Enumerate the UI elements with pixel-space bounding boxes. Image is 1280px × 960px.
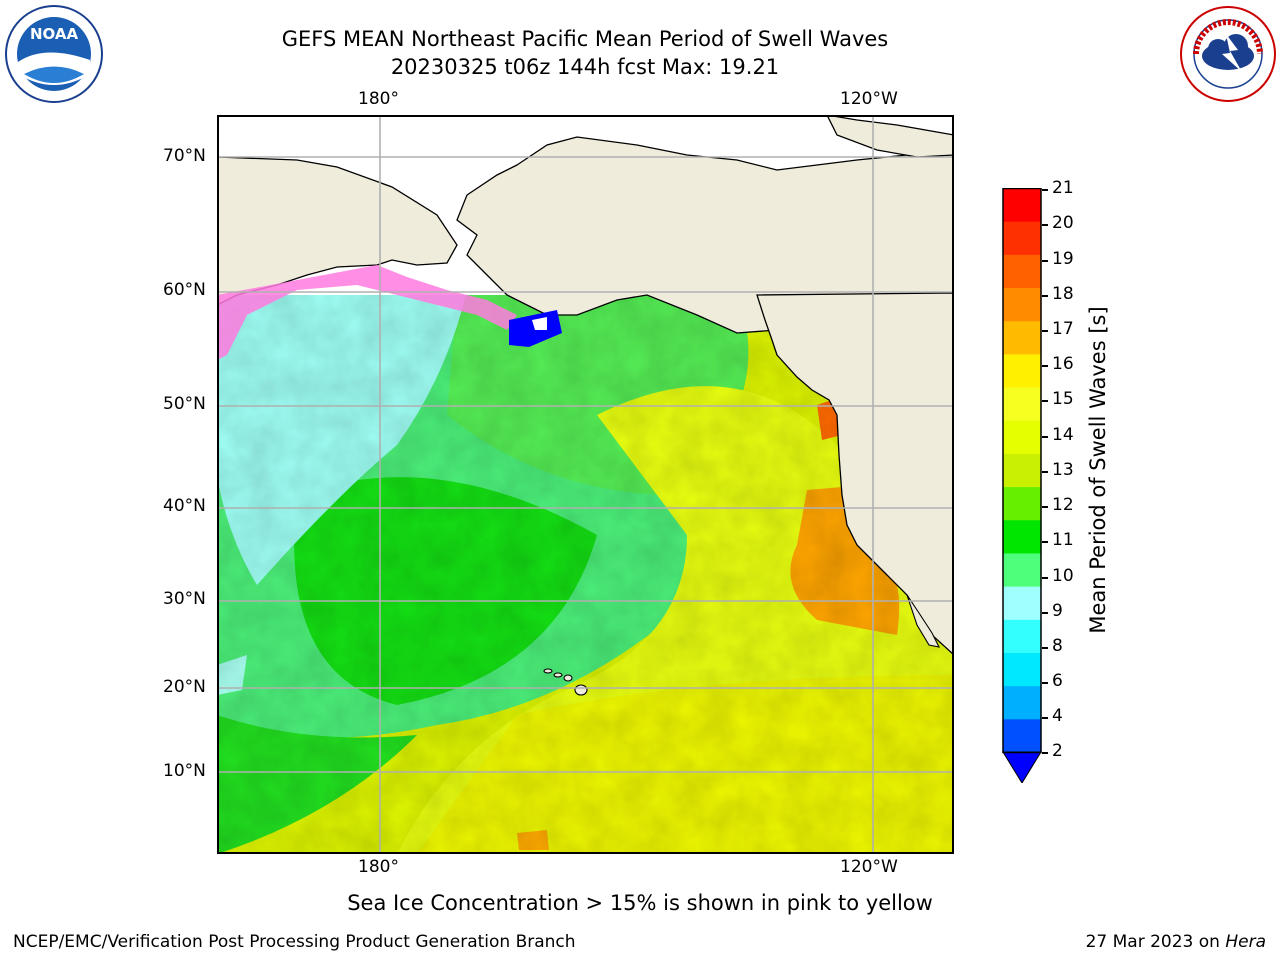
colorbar-tick-mark xyxy=(1042,717,1048,719)
colorbar-tick-label: 18 xyxy=(1052,284,1074,304)
svg-text:NOAA: NOAA xyxy=(30,25,79,43)
colorbar-underflow-arrow xyxy=(1002,751,1042,783)
noaa-logo: NOAA xyxy=(5,5,103,103)
colorbar-tick-label: 10 xyxy=(1052,566,1074,586)
lat-label-30n: 30°N xyxy=(163,589,206,609)
lon-label-top-180: 180° xyxy=(358,89,399,109)
map-frame xyxy=(217,115,954,854)
lat-label-40n: 40°N xyxy=(163,496,206,516)
colorbar-segment xyxy=(1003,320,1041,355)
colorbar-tick-mark xyxy=(1042,577,1048,579)
colorbar-tick-mark xyxy=(1042,647,1048,649)
baja-california xyxy=(906,594,940,648)
sea-ice-band xyxy=(217,265,517,360)
colorbar-segment xyxy=(1003,552,1041,587)
colorbar-tick-label: 14 xyxy=(1052,425,1074,445)
colorbar-segment xyxy=(1003,453,1041,488)
colorbar-tick-label: 2 xyxy=(1052,741,1063,761)
colorbar-tick-label: 17 xyxy=(1052,319,1074,339)
lat-label-20n: 20°N xyxy=(163,677,206,697)
colorbar-tick-mark xyxy=(1042,365,1048,367)
lat-label-70n: 70°N xyxy=(163,146,206,166)
colorbar-segment xyxy=(1003,188,1041,222)
colorbar-segment xyxy=(1003,420,1041,454)
footer-date: 27 Mar 2023 on Hera xyxy=(1085,932,1266,952)
colorbar-tick-mark xyxy=(1042,436,1048,438)
colorbar-tick-label: 4 xyxy=(1052,706,1063,726)
colorbar-tick-label: 6 xyxy=(1052,671,1063,691)
lat-label-60n: 60°N xyxy=(163,280,206,300)
colorbar-tick-label: 12 xyxy=(1052,495,1074,515)
colorbar-segment xyxy=(1003,519,1041,554)
colorbar-segment xyxy=(1003,586,1041,620)
footer-machine: Hera xyxy=(1225,932,1266,952)
colorbar-segment xyxy=(1003,287,1041,322)
colorbar-label: Mean Period of Swell Waves [s] xyxy=(1086,306,1110,634)
sea-ice-note: Sea Ice Concentration > 15% is shown in … xyxy=(347,891,933,915)
lat-label-10n: 10°N xyxy=(163,761,206,781)
colorbar-tick-label: 13 xyxy=(1052,460,1074,480)
colorbar-tick-mark xyxy=(1042,400,1048,402)
colorbar-segment xyxy=(1003,486,1041,521)
colorbar-tick-mark xyxy=(1042,330,1048,332)
colorbar-tick-label: 8 xyxy=(1052,636,1063,656)
lon-label-bottom-180: 180° xyxy=(358,857,399,877)
lon-label-top-120w: 120°W xyxy=(840,89,898,109)
colorbar-tick-mark xyxy=(1042,612,1048,614)
colorbar-tick-label: 9 xyxy=(1052,601,1063,621)
colorbar-segment xyxy=(1003,619,1041,653)
nws-logo xyxy=(1180,6,1276,102)
colorbar-tick-label: 15 xyxy=(1052,389,1074,409)
colorbar-tick-label: 16 xyxy=(1052,354,1074,374)
colorbar-tick-label: 21 xyxy=(1052,178,1074,198)
swell-period-map xyxy=(217,115,954,854)
colorbar-tick-mark xyxy=(1042,541,1048,543)
colorbar xyxy=(1002,188,1042,783)
colorbar-segment xyxy=(1003,652,1041,687)
colorbar-tick-mark xyxy=(1042,471,1048,473)
arctic-islands xyxy=(826,115,954,158)
colorbar-tick-label: 19 xyxy=(1052,249,1074,269)
colorbar-segment xyxy=(1003,221,1041,255)
colorbar-segment xyxy=(1003,353,1041,388)
graticule xyxy=(217,115,954,854)
colorbar-tick-mark xyxy=(1042,682,1048,684)
alaska-land xyxy=(456,136,954,334)
colorbar-tick-label: 20 xyxy=(1052,213,1074,233)
colorbar-segment xyxy=(1003,387,1041,421)
lat-label-50n: 50°N xyxy=(163,394,206,414)
colorbar-tick-label: 11 xyxy=(1052,530,1074,550)
colorbar-tick-mark xyxy=(1042,189,1048,191)
colorbar-tick-mark xyxy=(1042,752,1048,754)
footer-organization: NCEP/EMC/Verification Post Processing Pr… xyxy=(13,932,576,952)
colorbar-tick-mark xyxy=(1042,506,1048,508)
chart-title: GEFS MEAN Northeast Pacific Mean Period … xyxy=(281,27,889,51)
colorbar-segment xyxy=(1003,718,1041,753)
chart-subtitle: 20230325 t06z 144h fcst Max: 19.21 xyxy=(390,55,780,79)
colorbar-segment xyxy=(1003,254,1041,289)
lon-label-bottom-120w: 120°W xyxy=(840,857,898,877)
colorbar-tick-mark xyxy=(1042,260,1048,262)
colorbar-segment xyxy=(1003,685,1041,720)
colorbar-tick-mark xyxy=(1042,295,1048,297)
colorbar-tick-mark xyxy=(1042,224,1048,226)
